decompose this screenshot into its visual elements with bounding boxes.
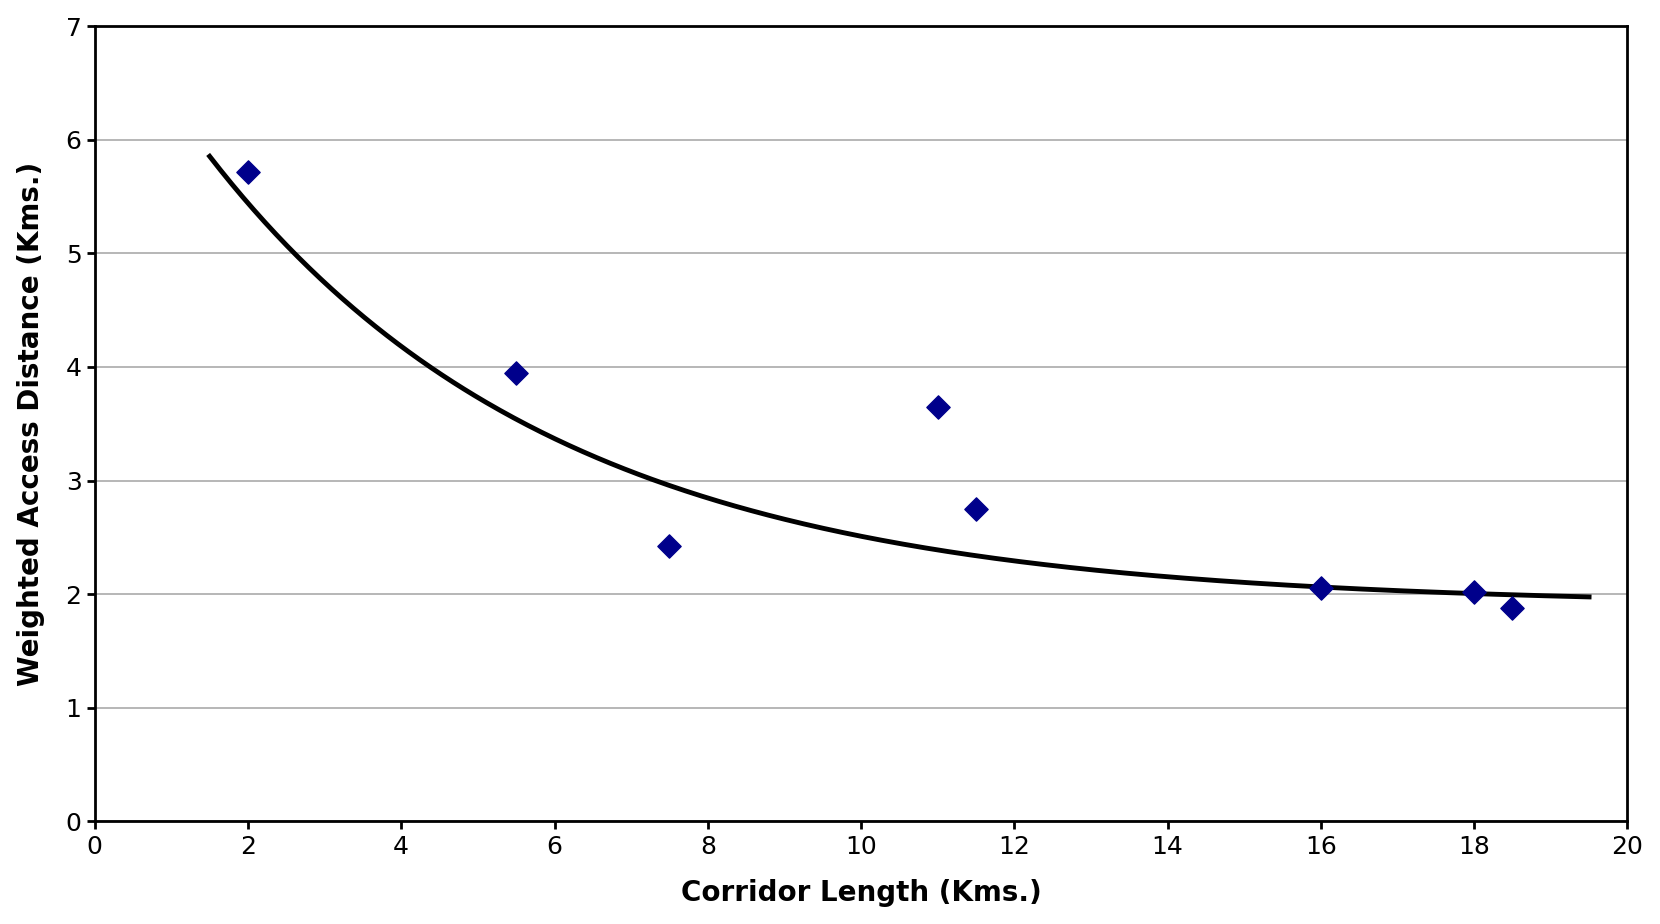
Point: [963, 502, 989, 517]
Point: [1499, 601, 1526, 615]
Point: [503, 365, 530, 380]
Point: [656, 539, 682, 553]
X-axis label: Corridor Length (Kms.): Corridor Length (Kms.): [681, 880, 1041, 907]
Point: [1308, 581, 1335, 596]
Point: [234, 164, 261, 179]
Point: [925, 399, 951, 414]
Y-axis label: Weighted Access Distance (Kms.): Weighted Access Distance (Kms.): [17, 162, 45, 686]
Point: [1461, 585, 1487, 600]
